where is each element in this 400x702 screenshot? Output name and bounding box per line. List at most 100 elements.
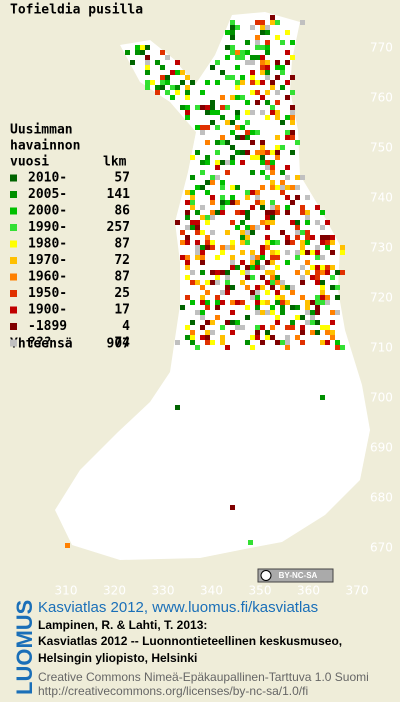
legend-swatch	[10, 306, 17, 314]
observation-dot	[260, 140, 265, 145]
observation-dot	[290, 320, 295, 325]
observation-dot	[315, 330, 320, 335]
observation-dot	[305, 210, 310, 215]
observation-dot	[200, 250, 205, 255]
observation-dot	[225, 75, 230, 80]
grid-x-label: 350	[249, 584, 272, 598]
map-title: Tofieldia pusilla	[10, 3, 143, 18]
observation-dot	[265, 100, 270, 105]
observation-dot	[230, 75, 235, 80]
observation-dot	[250, 190, 255, 195]
observation-dot	[260, 55, 265, 60]
observation-dot	[275, 340, 280, 345]
observation-dot	[280, 180, 285, 185]
observation-dot	[210, 270, 215, 275]
observation-dot	[325, 235, 330, 240]
observation-dot	[255, 190, 260, 195]
observation-dot	[285, 115, 290, 120]
legend-label: 2005-	[28, 187, 67, 202]
observation-dot	[250, 60, 255, 65]
observation-dot	[250, 345, 255, 350]
observation-dot	[265, 30, 270, 35]
observation-dot	[310, 330, 315, 335]
license-url: http://creativecommons.org/licenses/by-n…	[38, 684, 308, 698]
observation-dot	[195, 105, 200, 110]
observation-dot	[290, 150, 295, 155]
observation-dot	[320, 255, 325, 260]
observation-dot	[275, 145, 280, 150]
observation-dot	[210, 200, 215, 205]
observation-dot	[275, 155, 280, 160]
observation-dot	[145, 45, 150, 50]
observation-dot	[190, 225, 195, 230]
observation-dot	[185, 90, 190, 95]
observation-dot	[280, 230, 285, 235]
grid-y-label: 770	[370, 41, 393, 55]
observation-dot	[265, 240, 270, 245]
observation-dot	[250, 275, 255, 280]
observation-dot	[325, 220, 330, 225]
observation-dot	[215, 160, 220, 165]
observation-dot	[230, 330, 235, 335]
observation-dot	[250, 295, 255, 300]
observation-dot	[255, 255, 260, 260]
observation-dot	[245, 230, 250, 235]
legend-count-header: lkm	[103, 155, 127, 170]
observation-dot	[275, 210, 280, 215]
observation-dot	[250, 75, 255, 80]
observation-dot	[250, 170, 255, 175]
observation-dot	[270, 210, 275, 215]
observation-dot	[220, 300, 225, 305]
observation-dot	[245, 100, 250, 105]
observation-dot	[250, 205, 255, 210]
observation-dot	[285, 250, 290, 255]
observation-dot	[275, 300, 280, 305]
observation-dot	[295, 235, 300, 240]
observation-dot	[265, 50, 270, 55]
observation-dot	[220, 95, 225, 100]
observation-dot	[245, 50, 250, 55]
observation-dot	[305, 310, 310, 315]
legend-heading: havainnon	[10, 139, 80, 154]
observation-dot	[290, 220, 295, 225]
observation-dot	[305, 320, 310, 325]
observation-dot	[230, 50, 235, 55]
observation-dot	[195, 220, 200, 225]
observation-dot	[270, 325, 275, 330]
observation-dot	[270, 105, 275, 110]
observation-dot	[185, 200, 190, 205]
observation-dot	[185, 295, 190, 300]
observation-dot	[210, 105, 215, 110]
observation-dot	[235, 25, 240, 30]
observation-dot	[330, 250, 335, 255]
observation-dot	[205, 290, 210, 295]
observation-dot	[240, 250, 245, 255]
observation-dot	[250, 155, 255, 160]
observation-dot	[290, 130, 295, 135]
observation-dot	[205, 240, 210, 245]
observation-dot	[220, 205, 225, 210]
legend-count: 57	[114, 171, 130, 186]
observation-dot	[340, 270, 345, 275]
observation-dot	[315, 250, 320, 255]
observation-dot	[330, 310, 335, 315]
observation-dot	[200, 300, 205, 305]
observation-dot	[130, 60, 135, 65]
legend-swatch	[10, 339, 17, 347]
observation-dot	[165, 55, 170, 60]
observation-dot	[220, 115, 225, 120]
observation-dot	[265, 215, 270, 220]
observation-dot	[260, 20, 265, 25]
observation-dot	[275, 100, 280, 105]
observation-dot	[290, 185, 295, 190]
observation-dot	[265, 65, 270, 70]
legend-swatch	[10, 240, 17, 248]
observation-dot	[235, 95, 240, 100]
legend-swatch	[10, 224, 17, 231]
observation-dot	[245, 340, 250, 345]
observation-dot	[335, 285, 340, 290]
legend-heading: Uusimman	[10, 123, 73, 138]
observation-dot	[305, 215, 310, 220]
observation-dot	[225, 245, 230, 250]
observation-dot	[315, 220, 320, 225]
